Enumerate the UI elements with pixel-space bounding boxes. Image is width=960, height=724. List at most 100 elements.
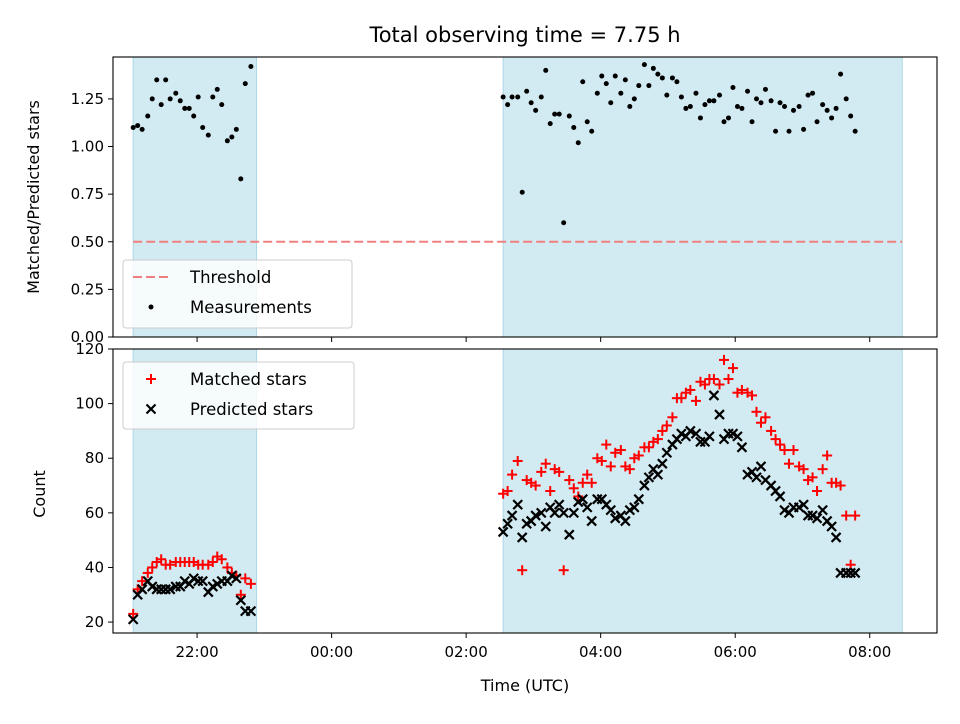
point-p1-s0-82 xyxy=(760,412,771,423)
point-p0-s0-55 xyxy=(636,83,642,89)
point-p0-s0-90 xyxy=(801,126,807,132)
point-p0-s0-29 xyxy=(515,94,521,100)
point-p1-s1-59 xyxy=(652,469,664,480)
point-p1-s0-36 xyxy=(545,486,556,496)
point-p0-s0-2 xyxy=(139,126,145,132)
point-p1-s1-25 xyxy=(245,605,257,617)
point-p1-s0-59 xyxy=(652,434,663,445)
point-p0-s0-28 xyxy=(509,94,515,100)
point-p0-s0-91 xyxy=(805,92,811,98)
point-p1-s0-85 xyxy=(775,439,786,450)
x-tick-label-2: 02:00 xyxy=(445,643,488,661)
point-p0-s0-68 xyxy=(697,115,703,121)
point-p1-s0-45 xyxy=(586,477,597,488)
point-p0-s0-58 xyxy=(650,65,656,71)
legend-swatch-0-1 xyxy=(148,304,154,310)
point-p1-s0-41 xyxy=(568,483,579,494)
point-p0-s0-65 xyxy=(683,105,689,111)
point-p1-s1-96 xyxy=(826,521,837,532)
point-p1-s0-66 xyxy=(685,384,696,395)
point-p0-s0-31 xyxy=(524,88,530,94)
point-p0-s0-50 xyxy=(612,73,618,79)
point-p1-s1-50 xyxy=(609,513,621,524)
point-p1-s0-42 xyxy=(573,491,584,502)
y-tick-label-1-3: 80 xyxy=(85,449,104,467)
point-p1-s0-80 xyxy=(751,406,762,417)
point-p0-s0-84 xyxy=(773,128,779,134)
point-p0-s0-14 xyxy=(195,94,201,100)
point-p1-s1-35 xyxy=(540,521,552,532)
point-p0-s0-30 xyxy=(519,189,525,195)
point-p0-s0-48 xyxy=(603,81,609,87)
point-p1-s0-98 xyxy=(835,480,846,491)
point-p0-s0-77 xyxy=(739,105,745,111)
point-p1-s0-24 xyxy=(240,573,251,584)
point-p0-s0-93 xyxy=(814,119,820,125)
x-tick-label-3: 04:00 xyxy=(579,643,622,661)
point-p1-s1-43 xyxy=(577,493,589,505)
point-p1-s1-55 xyxy=(633,493,645,505)
point-p0-s0-5 xyxy=(154,77,160,83)
point-p1-s1-23 xyxy=(235,594,247,606)
point-p1-s0-30 xyxy=(517,565,528,576)
point-p1-s0-86 xyxy=(779,445,790,456)
point-p1-s1-38 xyxy=(553,499,565,510)
point-p1-s1-2 xyxy=(136,584,148,595)
point-p0-s0-70 xyxy=(706,98,712,104)
point-p1-s0-47 xyxy=(596,455,607,466)
observing-interval-1-1 xyxy=(502,348,903,634)
point-p1-s1-54 xyxy=(629,502,640,513)
point-p1-s0-34 xyxy=(536,466,547,477)
point-p0-s0-35 xyxy=(543,67,549,73)
legend-label-1-1: Predicted stars xyxy=(190,400,313,419)
point-p0-s0-4 xyxy=(149,96,155,102)
point-p1-s0-60 xyxy=(657,425,668,436)
x-axis-label: Time (UTC) xyxy=(480,676,569,695)
point-p0-s0-18 xyxy=(214,86,220,92)
point-p1-s0-39 xyxy=(558,565,569,576)
point-p0-s0-40 xyxy=(566,113,572,119)
point-p1-s0-94 xyxy=(817,464,828,475)
point-p1-s0-95 xyxy=(822,450,833,461)
point-p0-s0-38 xyxy=(556,111,562,117)
point-p0-s0-74 xyxy=(725,115,731,121)
point-p1-s0-35 xyxy=(540,458,551,469)
point-p1-s1-37 xyxy=(549,507,560,519)
point-p1-s0-3 xyxy=(142,567,153,578)
point-p1-s0-88 xyxy=(788,445,799,456)
point-p1-s0-23 xyxy=(235,589,246,600)
point-p1-s0-20 xyxy=(222,562,233,573)
point-p0-s0-67 xyxy=(693,90,699,96)
point-p0-s0-6 xyxy=(158,102,164,108)
point-p0-s0-15 xyxy=(200,124,206,130)
point-p0-s0-16 xyxy=(205,132,211,138)
point-p0-s0-69 xyxy=(702,102,708,108)
point-p0-s0-12 xyxy=(186,105,192,111)
x-tick-label-0: 22:00 xyxy=(175,643,218,661)
point-p1-s0-6 xyxy=(156,554,167,565)
point-p0-s0-24 xyxy=(242,81,248,87)
point-p1-s0-49 xyxy=(605,461,616,472)
point-p1-s0-87 xyxy=(784,458,795,469)
point-p0-s0-86 xyxy=(782,104,788,110)
point-p1-s0-0 xyxy=(128,608,139,619)
point-p0-s0-27 xyxy=(505,102,511,108)
y-tick-label-1-4: 100 xyxy=(75,395,104,413)
point-p1-s0-55 xyxy=(633,450,644,461)
point-p1-s1-29 xyxy=(512,499,523,510)
point-p1-s0-83 xyxy=(766,425,777,436)
point-p1-s0-25 xyxy=(245,578,256,589)
point-p0-s0-81 xyxy=(758,100,764,106)
point-p0-s0-88 xyxy=(791,107,797,113)
point-p1-s0-53 xyxy=(624,464,635,475)
point-p0-s0-26 xyxy=(500,94,506,100)
point-p1-s1-81 xyxy=(755,461,767,472)
y-tick-label-0-4: 1.00 xyxy=(71,138,104,156)
legend-label-0-0: Threshold xyxy=(189,268,271,287)
point-p0-s0-1 xyxy=(135,123,141,129)
point-p0-s0-95 xyxy=(824,107,830,113)
point-p1-s1-70 xyxy=(704,431,715,442)
point-p0-s0-17 xyxy=(210,94,216,100)
point-p0-s0-99 xyxy=(843,96,849,102)
